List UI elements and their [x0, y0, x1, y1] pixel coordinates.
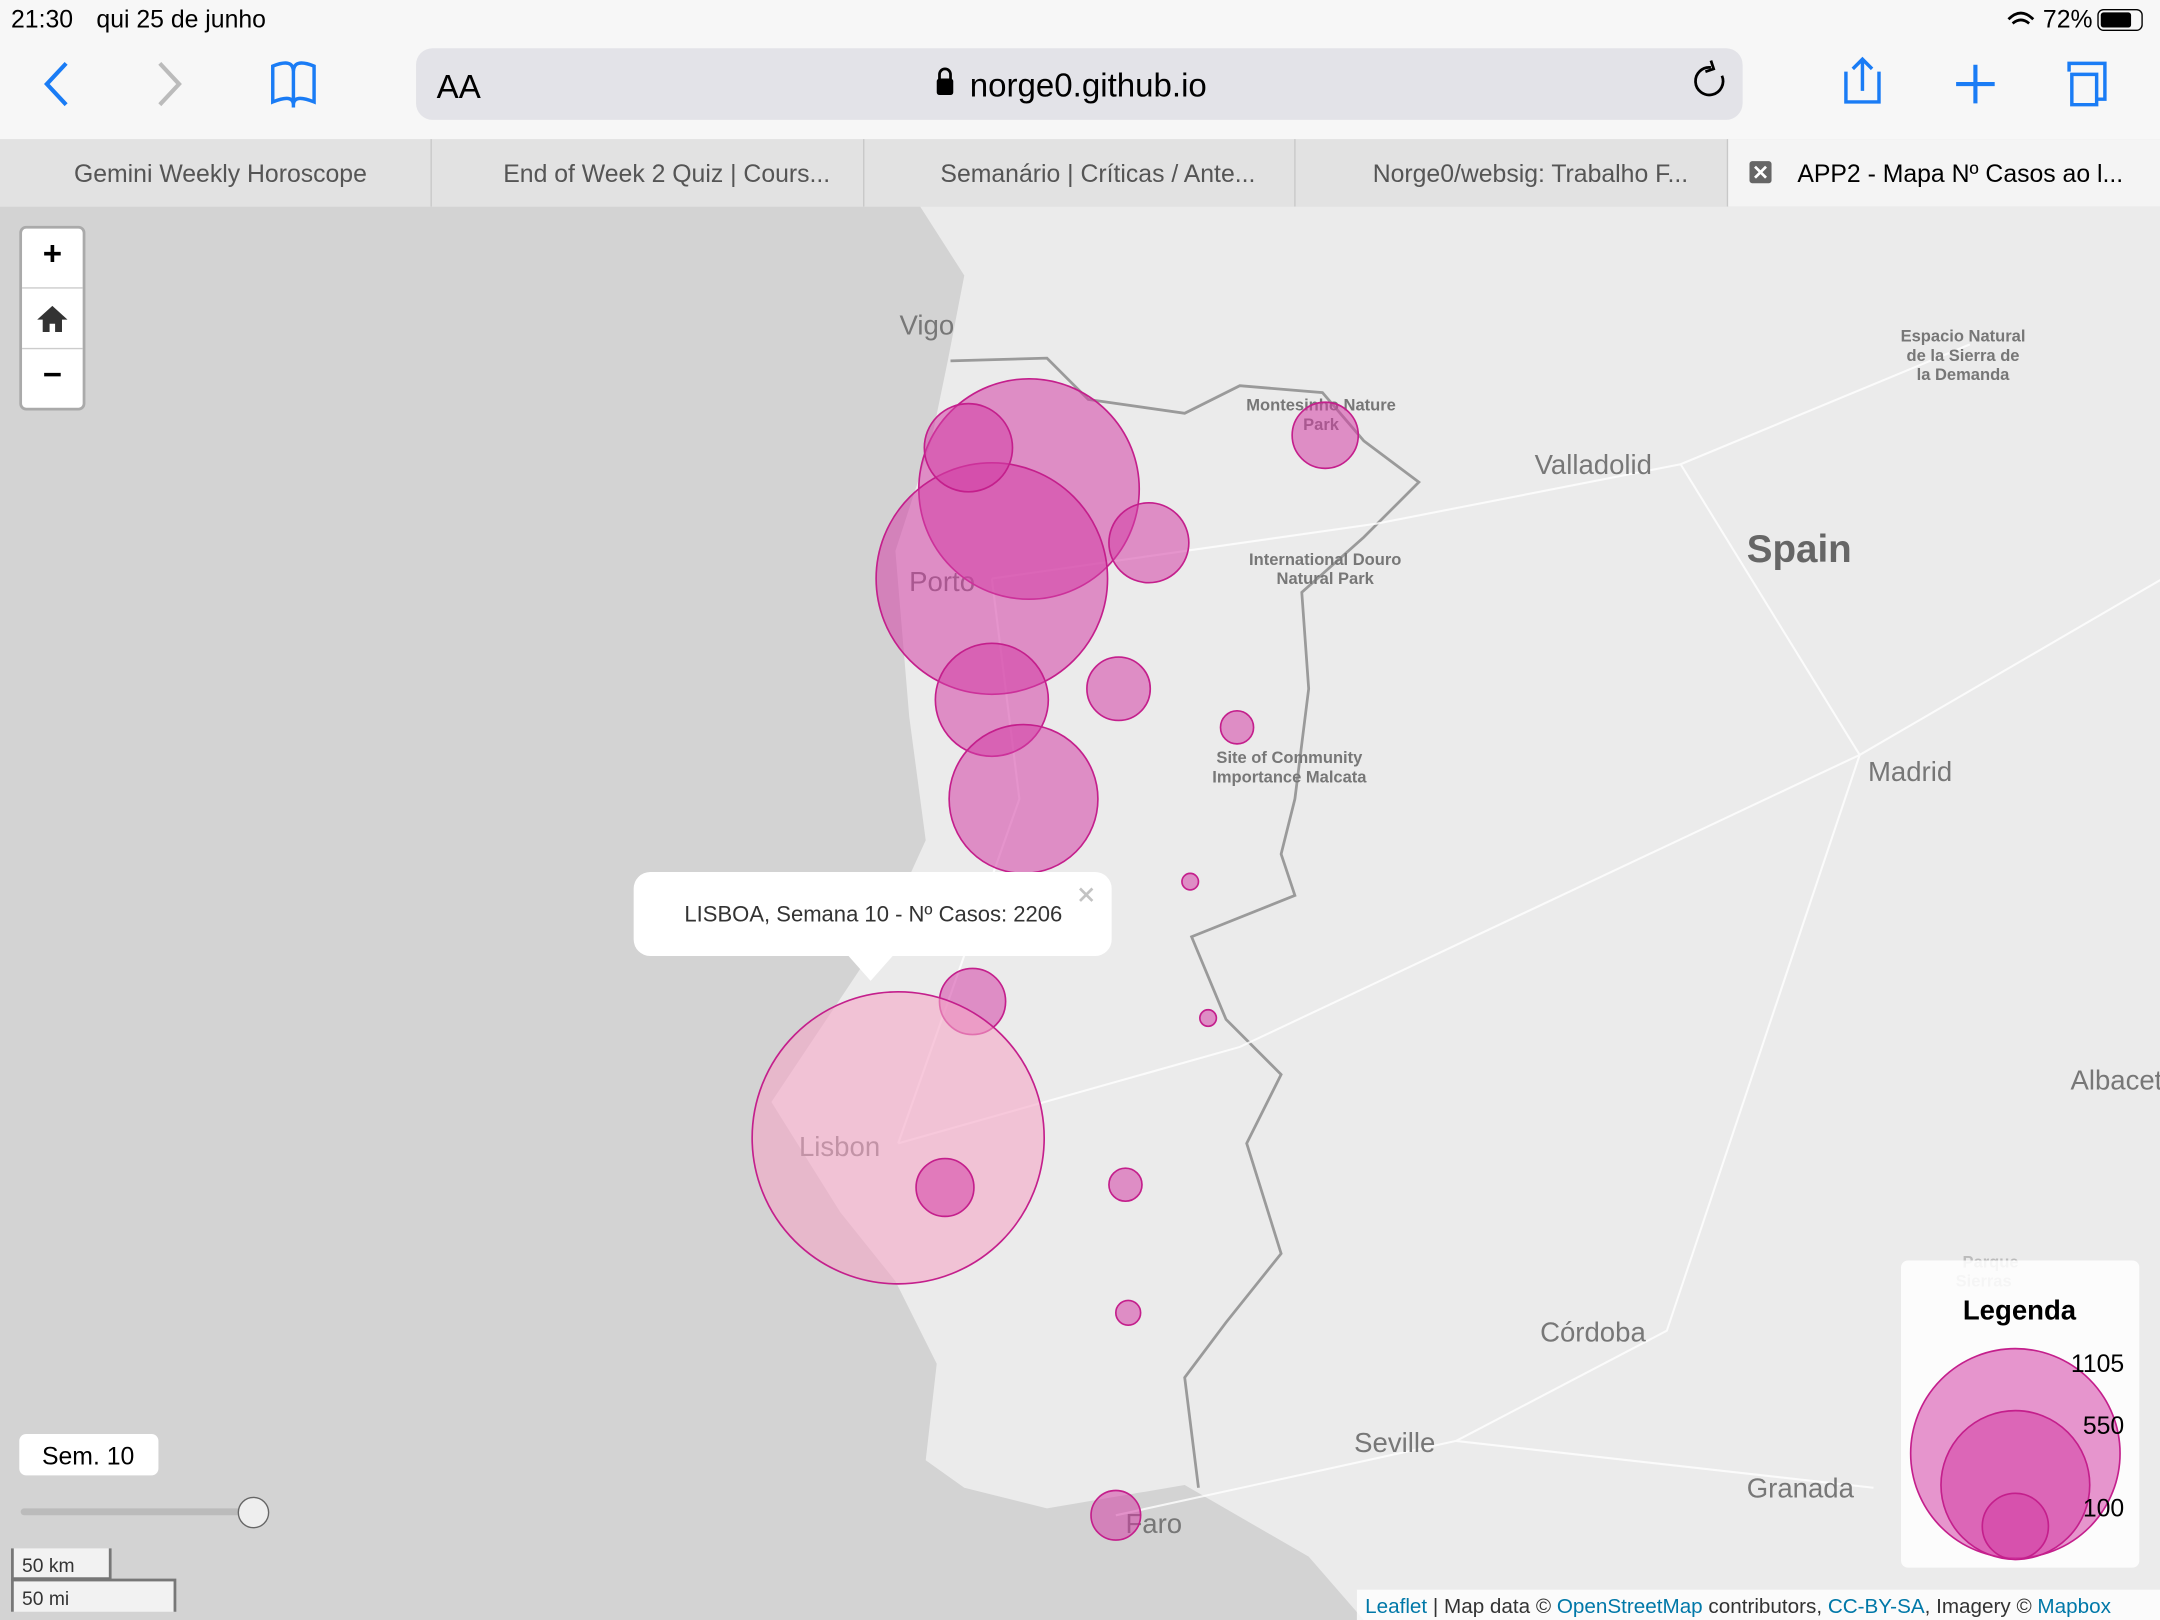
popup-text: LISBOA, Semana 10 - Nº Casos: 2206 [684, 902, 1062, 927]
battery-text: 72% [2043, 7, 2093, 34]
tab-close-x [1754, 165, 1767, 179]
bubble[interactable] [1219, 709, 1255, 745]
tabs-button[interactable] [2067, 61, 2107, 107]
popup [633, 871, 1112, 981]
legend-value: 1105 [2071, 1351, 2124, 1378]
scale-mi-border [11, 1578, 177, 1612]
bubbles [751, 378, 1360, 1541]
tab[interactable]: APP2 - Mapa Nº Casos ao l... [1797, 161, 2123, 188]
text-part: Site of Community [1216, 748, 1363, 767]
map-label: Espacio Natural de la Sierra de la Demanda [1901, 327, 2026, 385]
date: qui 25 de junho [96, 7, 266, 34]
bubble[interactable] [915, 1157, 975, 1218]
attribution: Leaflet | Map data © OpenStreetMap contr… [1365, 1595, 2111, 1618]
bubble[interactable] [948, 723, 1099, 875]
border [950, 356, 1421, 1488]
link[interactable]: OpenStreetMap [1557, 1595, 1703, 1618]
map-label: Albacet [2070, 1065, 2160, 1096]
tab[interactable]: Semanário | Críticas / Ante... [940, 161, 1255, 188]
bubble-selected[interactable] [751, 991, 1046, 1285]
battery-icon [2097, 8, 2143, 31]
text-part: Natural Park [1277, 569, 1375, 588]
url: norge0.github.io [970, 67, 1207, 104]
reader-button[interactable]: AA [437, 69, 481, 106]
text-part: de la Sierra de [1907, 346, 2020, 365]
map-label: Site of Community Importance Malcata [1212, 748, 1367, 786]
text-part: contributors, [1703, 1595, 1828, 1618]
legend-value: 100 [2083, 1496, 2124, 1523]
map-label: Valladolid [1535, 449, 1652, 480]
lock-shackle [938, 67, 952, 80]
bubble[interactable] [1108, 1167, 1143, 1203]
scale-mi-text: 50 mi [22, 1589, 69, 1610]
map-label: Córdoba [1540, 1317, 1646, 1348]
zoom-out[interactable]: − [43, 357, 62, 394]
bubble[interactable] [1086, 656, 1152, 722]
bubble[interactable] [1181, 872, 1200, 891]
slider-thumb[interactable] [237, 1496, 270, 1529]
scale-km-text: 50 km [22, 1556, 74, 1577]
text-part: la Demanda [1917, 365, 2011, 384]
scale-mi [11, 1581, 175, 1612]
bubble[interactable] [1108, 501, 1190, 584]
popup-close[interactable] [1079, 887, 1094, 902]
map-label: Granada [1747, 1472, 1855, 1503]
address-bar[interactable] [416, 48, 1743, 120]
share-button[interactable] [1844, 56, 1881, 104]
link[interactable]: Leaflet [1365, 1595, 1427, 1618]
back-button[interactable] [44, 61, 68, 107]
map-label: International Douro Natural Park [1249, 550, 1401, 588]
text-part: Espacio Natural [1901, 327, 2026, 346]
tab[interactable]: Norge0/websig: Trabalho F... [1373, 161, 1688, 188]
map-label: Vigo [900, 310, 955, 341]
map-label: Madrid [1868, 756, 1952, 787]
time: 21:30 [11, 7, 73, 34]
legend-value: 550 [2083, 1413, 2124, 1440]
week-label-box [19, 1434, 159, 1476]
week-label: Sem. 10 [42, 1443, 134, 1470]
scale-km [11, 1548, 111, 1579]
forward-button[interactable] [158, 61, 182, 107]
zoom-in[interactable]: + [43, 235, 62, 272]
text-part: Importance Malcata [1212, 767, 1367, 786]
reload-button[interactable] [1694, 60, 1725, 97]
text-part: International Douro [1249, 550, 1401, 569]
bubble[interactable] [1090, 1489, 1142, 1541]
text-part: , Imagery © [1925, 1595, 2038, 1618]
bookmarks-button[interactable] [271, 61, 316, 108]
new-tab-button[interactable] [1956, 64, 1995, 104]
slider-track[interactable] [20, 1508, 255, 1516]
tab[interactable]: Gemini Weekly Horoscope [74, 161, 367, 188]
map-label: Spain [1747, 528, 1852, 571]
text-part: | Map data © [1427, 1595, 1557, 1618]
lock-icon [936, 78, 954, 96]
map-label: Seville [1354, 1427, 1435, 1458]
wifi-icon [2007, 11, 2035, 25]
tab[interactable]: End of Week 2 Quiz | Cours... [503, 161, 830, 188]
link[interactable]: Mapbox [2037, 1595, 2111, 1618]
bubble[interactable] [923, 402, 1014, 493]
bubble[interactable] [1199, 1008, 1218, 1028]
legend-bubble [1981, 1492, 2050, 1561]
bubble[interactable] [1114, 1299, 1142, 1327]
legend-title: Legenda [1963, 1295, 2077, 1326]
battery-level [2100, 12, 2132, 28]
home-button[interactable] [37, 305, 68, 332]
bubble[interactable] [1291, 401, 1360, 470]
active-tab[interactable] [1727, 139, 2160, 207]
link[interactable]: CC-BY-SA [1828, 1595, 1925, 1618]
attribution-box [1356, 1589, 2160, 1620]
